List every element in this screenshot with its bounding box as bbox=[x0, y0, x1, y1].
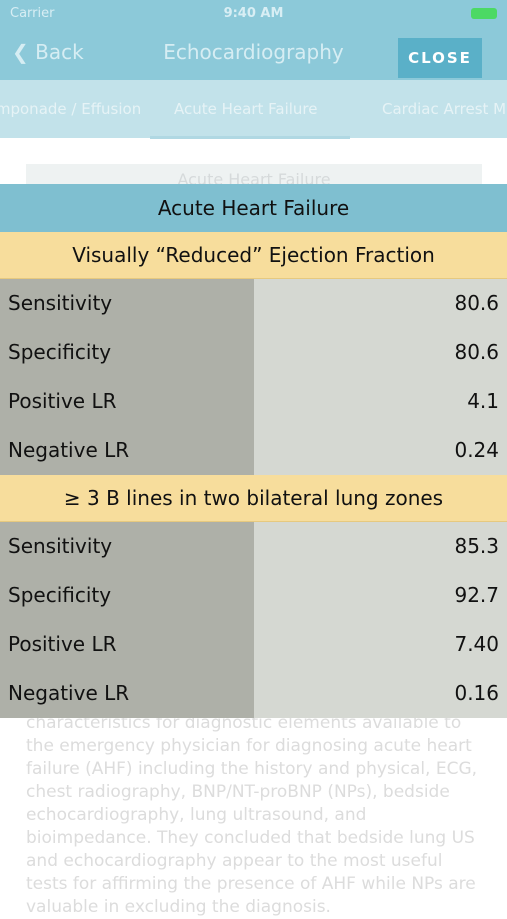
row-value: 0.16 bbox=[454, 681, 499, 705]
tab-bar: Tamponade / Effusion Acute Heart Failure… bbox=[0, 80, 507, 138]
row-value: 80.6 bbox=[454, 291, 499, 315]
body-text: characteristics for diagnostic elements … bbox=[26, 713, 478, 917]
row-value: 0.24 bbox=[454, 438, 499, 462]
row-value: 85.3 bbox=[454, 534, 499, 558]
section-heading-reduced-ef: Visually “Reduced” Ejection Fraction bbox=[0, 232, 507, 279]
row-value: 92.7 bbox=[454, 583, 499, 607]
row-label: Specificity bbox=[8, 583, 112, 607]
section-heading-b-lines: ≥ 3 B lines in two bilateral lung zones bbox=[0, 475, 507, 522]
table-row: Negative LR 0.16 bbox=[0, 669, 507, 718]
nav-title: Echocardiography bbox=[163, 40, 344, 64]
table-row: Specificity 80.6 bbox=[0, 328, 507, 377]
table-row: Sensitivity 80.6 bbox=[0, 279, 507, 328]
row-value: 7.40 bbox=[454, 632, 499, 656]
row-label: Positive LR bbox=[8, 632, 117, 656]
row-label: Sensitivity bbox=[8, 291, 113, 315]
statistics-card: Acute Heart Failure Visually “Reduced” E… bbox=[0, 184, 507, 718]
status-bar: Carrier 9:40 AM bbox=[0, 0, 507, 28]
card-title: Acute Heart Failure bbox=[0, 184, 507, 232]
status-time: 9:40 AM bbox=[223, 6, 284, 21]
battery-icon bbox=[471, 8, 497, 19]
back-button[interactable]: ❮ Back bbox=[12, 40, 84, 64]
table-row: Negative LR 0.24 bbox=[0, 426, 507, 475]
table-row: Positive LR 4.1 bbox=[0, 377, 507, 426]
tab-cardiac-arrest[interactable]: Cardiac Arrest M bbox=[382, 100, 507, 118]
table-row: Positive LR 7.40 bbox=[0, 620, 507, 669]
tab-tamponade[interactable]: Tamponade / Effusion bbox=[0, 100, 142, 118]
row-label: Negative LR bbox=[8, 438, 130, 462]
row-label: Positive LR bbox=[8, 389, 117, 413]
row-label: Negative LR bbox=[8, 681, 130, 705]
row-value: 80.6 bbox=[454, 340, 499, 364]
table-row: Sensitivity 85.3 bbox=[0, 522, 507, 571]
active-tab-indicator bbox=[150, 136, 350, 139]
close-button[interactable]: CLOSE bbox=[398, 38, 482, 78]
carrier-label: Carrier bbox=[10, 6, 55, 21]
chevron-left-icon: ❮ bbox=[12, 40, 29, 64]
table-row: Specificity 92.7 bbox=[0, 571, 507, 620]
row-value: 4.1 bbox=[467, 389, 499, 413]
row-label: Sensitivity bbox=[8, 534, 113, 558]
row-label: Specificity bbox=[8, 340, 112, 364]
tab-acute-heart-failure[interactable]: Acute Heart Failure bbox=[174, 100, 318, 118]
back-label: Back bbox=[35, 40, 84, 64]
